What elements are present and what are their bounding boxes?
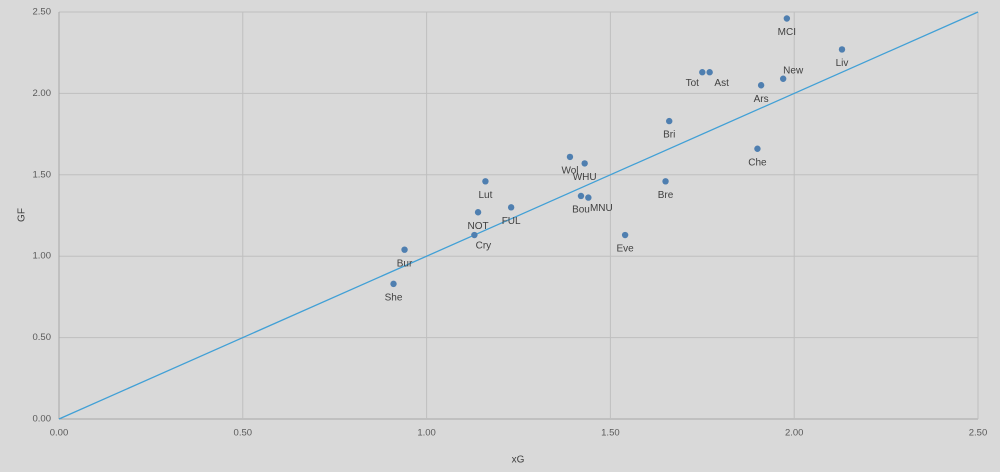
- y-tick-label: 1.00: [33, 251, 52, 262]
- point-label: Wol: [561, 166, 578, 177]
- x-tick-label: 2.50: [969, 428, 988, 439]
- point: [390, 280, 397, 288]
- point-label: MCI: [778, 27, 796, 38]
- point-label: Ars: [754, 94, 769, 105]
- y-tick-label: 0.00: [33, 414, 52, 425]
- point-label: FUL: [502, 216, 521, 227]
- x-tick-label: 2.00: [785, 428, 804, 439]
- point: [471, 231, 478, 239]
- point: [662, 178, 669, 185]
- point-label: Lut: [478, 190, 492, 201]
- point-label: Eve: [616, 244, 634, 255]
- point-label: She: [385, 293, 403, 304]
- point: [666, 117, 673, 125]
- point: [474, 209, 482, 216]
- point: [754, 145, 761, 152]
- point: [577, 192, 585, 200]
- x-axis-title: xG: [512, 455, 525, 466]
- point: [585, 194, 592, 201]
- point-label: MNU: [590, 203, 613, 214]
- x-tick-label: 1.50: [601, 428, 620, 439]
- y-tick-label: 2.50: [33, 7, 52, 18]
- point: [566, 153, 574, 161]
- point-label: Cry: [476, 241, 492, 252]
- point-label: Ast: [714, 78, 729, 89]
- y-tick-label: 2.00: [33, 88, 52, 99]
- point: [706, 69, 713, 76]
- y-tick-label: 1.50: [33, 169, 52, 180]
- point: [401, 246, 408, 253]
- point: [507, 204, 515, 211]
- point-label: Bre: [658, 190, 674, 201]
- point-label: Liv: [836, 58, 849, 69]
- point: [757, 82, 765, 89]
- point-label: Bri: [663, 130, 675, 141]
- y-axis-title: GF: [17, 208, 28, 222]
- point: [581, 160, 588, 167]
- reference-line: [58, 11, 979, 420]
- point-label: New: [783, 65, 804, 76]
- point-label: Bou: [572, 205, 590, 216]
- y-tick-label: 0.50: [33, 332, 52, 343]
- x-tick-label: 0.50: [234, 428, 253, 439]
- point: [621, 231, 629, 239]
- point-label: Tot: [686, 78, 700, 89]
- point: [699, 69, 706, 76]
- point: [779, 75, 787, 82]
- point: [838, 46, 846, 53]
- point-label: Bur: [397, 258, 413, 269]
- point: [783, 15, 791, 22]
- point-label: Che: [748, 157, 767, 168]
- x-tick-label: 0.00: [50, 428, 69, 439]
- point: [482, 178, 489, 185]
- point-label: NOT: [468, 221, 489, 232]
- x-tick-label: 1.00: [417, 428, 436, 439]
- point-label: WHU: [573, 172, 597, 183]
